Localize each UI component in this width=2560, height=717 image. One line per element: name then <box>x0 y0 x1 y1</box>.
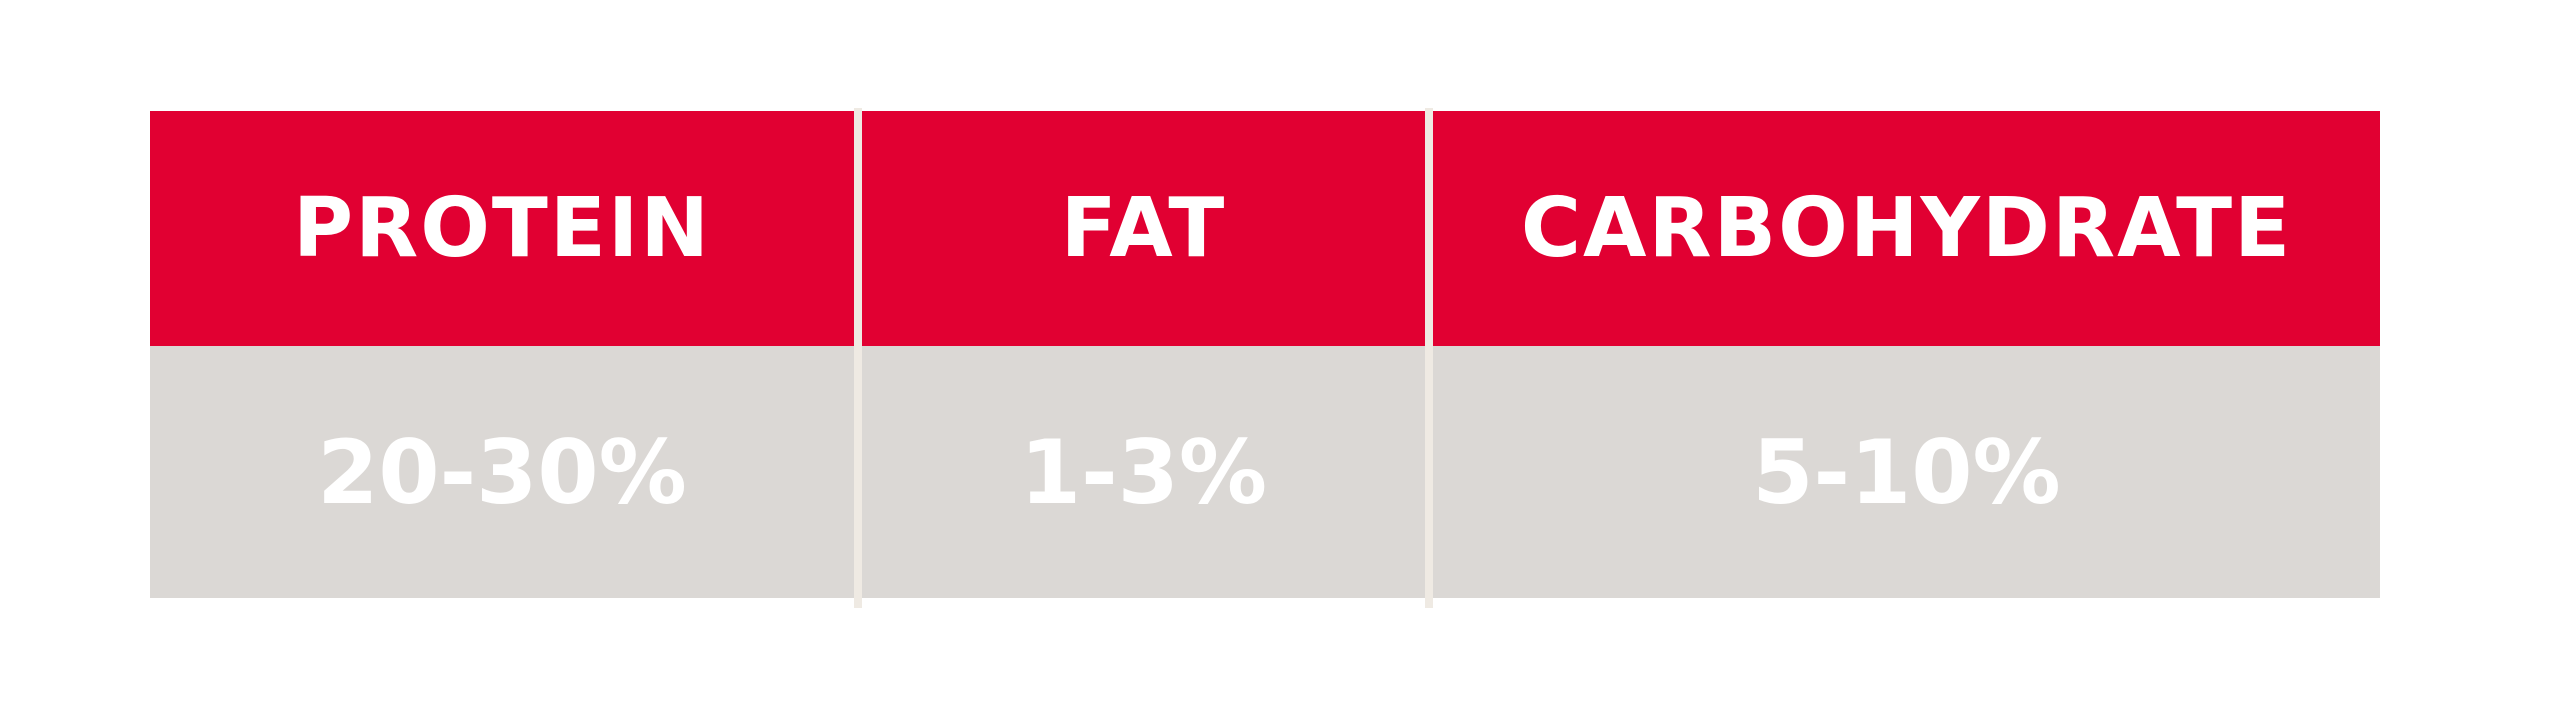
column-divider <box>1425 108 1433 608</box>
column-fat: FAT 1-3% <box>862 111 1425 598</box>
value-cell: 5-10% <box>1433 346 2380 598</box>
column-carbohydrate: CARBOHYDRATE 5-10% <box>1433 111 2380 598</box>
column-divider <box>854 108 862 608</box>
value-cell: 20-30% <box>150 346 854 598</box>
header-cell: FAT <box>862 111 1425 346</box>
macronutrient-table: PROTEIN 20-30% FAT 1-3% CARBOHYDRATE 5-1… <box>150 111 2380 598</box>
value-cell: 1-3% <box>862 346 1425 598</box>
header-cell: CARBOHYDRATE <box>1433 111 2380 346</box>
column-protein: PROTEIN 20-30% <box>150 111 854 598</box>
header-cell: PROTEIN <box>150 111 854 346</box>
